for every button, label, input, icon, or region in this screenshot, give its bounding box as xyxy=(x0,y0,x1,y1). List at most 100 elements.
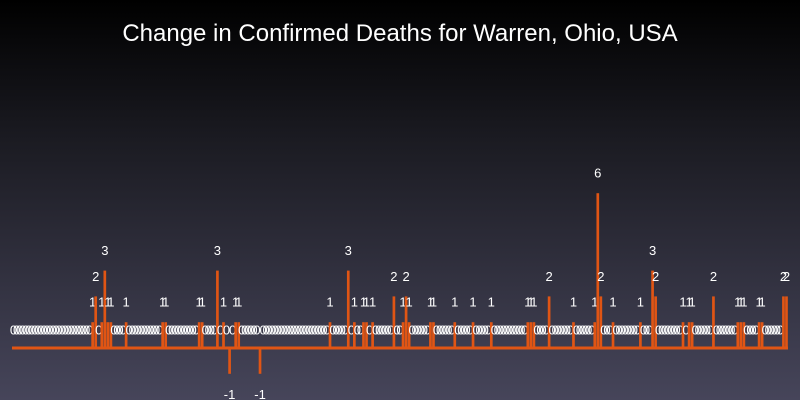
bar xyxy=(471,322,475,348)
data-label: 0 xyxy=(19,322,26,337)
bar xyxy=(237,322,241,348)
bar xyxy=(234,322,238,348)
data-label: 2 xyxy=(92,269,99,284)
data-label: 0 xyxy=(25,322,32,337)
data-label: 0 xyxy=(612,322,619,337)
data-label: 0 xyxy=(165,322,172,337)
data-label: 0 xyxy=(661,322,668,337)
data-label: 0 xyxy=(28,322,35,337)
data-label: 0 xyxy=(110,322,117,337)
data-label: 0 xyxy=(463,322,470,337)
data-label: 0 xyxy=(80,322,87,337)
data-label: 0 xyxy=(144,322,151,337)
bar xyxy=(100,322,104,348)
bar xyxy=(681,322,685,348)
data-label: 0 xyxy=(615,322,622,337)
bar xyxy=(742,322,746,348)
data-label: 0 xyxy=(329,322,336,337)
bar xyxy=(392,296,396,348)
data-label: 0 xyxy=(311,322,318,337)
data-label: 0 xyxy=(472,322,479,337)
data-label: 0 xyxy=(460,322,467,337)
bar xyxy=(785,296,788,348)
data-label: 0 xyxy=(695,322,702,337)
data-label: 0 xyxy=(588,322,595,337)
bar xyxy=(529,322,533,348)
data-label: 0 xyxy=(16,322,23,337)
data-label: 0 xyxy=(339,322,346,337)
data-label: 0 xyxy=(600,322,607,337)
data-label: 0 xyxy=(262,322,269,337)
data-label: 0 xyxy=(281,322,288,337)
data-label: 0 xyxy=(640,322,647,337)
data-label: 1 xyxy=(527,295,534,310)
data-label: 2 xyxy=(652,269,659,284)
data-label: 0 xyxy=(512,322,519,337)
data-label: 0 xyxy=(606,322,613,337)
data-label: 0 xyxy=(445,322,452,337)
bar xyxy=(654,296,657,348)
bar xyxy=(532,322,536,348)
data-label: 0 xyxy=(77,322,84,337)
data-label: 0 xyxy=(332,322,339,337)
bar xyxy=(489,322,493,348)
bar xyxy=(782,296,785,348)
data-label: 2 xyxy=(545,269,552,284)
data-label: 0 xyxy=(725,322,732,337)
data-label: 0 xyxy=(415,322,422,337)
data-label: 0 xyxy=(308,322,315,337)
data-label: 2 xyxy=(783,269,790,284)
data-label: 0 xyxy=(56,322,63,337)
bar xyxy=(429,322,432,348)
data-label: 0 xyxy=(68,322,75,337)
data-label: 1 xyxy=(679,295,686,310)
data-label: 0 xyxy=(728,322,735,337)
data-label: 1 xyxy=(107,295,114,310)
bar xyxy=(736,322,740,348)
data-label: 0 xyxy=(692,322,699,337)
data-label: 2 xyxy=(402,269,409,284)
data-label: 0 xyxy=(238,322,245,337)
data-label: 0 xyxy=(564,322,571,337)
data-label: 1 xyxy=(689,295,696,310)
data-label: 0 xyxy=(768,322,775,337)
data-label: 0 xyxy=(113,322,120,337)
data-label: 1 xyxy=(427,295,434,310)
data-label: 0 xyxy=(582,322,589,337)
bar xyxy=(365,322,368,348)
data-label: 0 xyxy=(765,322,772,337)
bar xyxy=(712,296,715,348)
data-label: 6 xyxy=(594,166,601,181)
data-label: 1 xyxy=(637,295,644,310)
data-label: 0 xyxy=(244,322,251,337)
data-label: 0 xyxy=(65,322,72,337)
bar xyxy=(651,270,654,348)
data-label: 0 xyxy=(436,322,443,337)
data-label: 0 xyxy=(552,322,559,337)
bar xyxy=(258,348,262,374)
bar xyxy=(200,322,204,348)
data-label: 0 xyxy=(421,322,428,337)
data-label: 2 xyxy=(597,269,604,284)
bar xyxy=(453,322,457,348)
data-label: 0 xyxy=(259,322,266,337)
data-label: 0 xyxy=(305,322,312,337)
data-label: -1 xyxy=(254,387,266,400)
data-label: 0 xyxy=(515,322,522,337)
data-label: 0 xyxy=(189,322,196,337)
data-label: 0 xyxy=(43,322,50,337)
data-label: 0 xyxy=(171,322,178,337)
bar xyxy=(432,322,435,348)
data-label: 0 xyxy=(211,322,218,337)
data-label: 0 xyxy=(287,322,294,337)
data-label: 3 xyxy=(649,243,656,258)
bar xyxy=(353,322,356,348)
data-label: 1 xyxy=(469,295,476,310)
data-label: 0 xyxy=(116,322,123,337)
data-label: 0 xyxy=(269,322,276,337)
data-label: 0 xyxy=(396,322,403,337)
data-label: 1 xyxy=(123,295,130,310)
data-label: 0 xyxy=(716,322,723,337)
data-label: 0 xyxy=(95,322,102,337)
